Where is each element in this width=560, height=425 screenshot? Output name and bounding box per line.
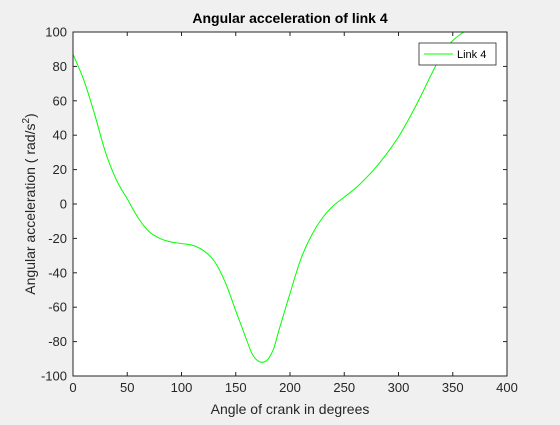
legend-box: [418, 42, 497, 66]
y-axis-label-superscript: 2: [21, 118, 32, 124]
legend-label-link-4: Link 4: [457, 49, 486, 61]
y-tick-label-1: -80: [48, 334, 67, 349]
chart-title: Angular acceleration of link 4: [192, 10, 387, 26]
y-tick-label-0: -100: [41, 369, 67, 384]
y-tick-label-10: 100: [45, 25, 67, 40]
x-tick-label-2: 100: [171, 380, 193, 395]
x-tick-label-7: 350: [442, 380, 464, 395]
plot-frame: [72, 31, 508, 377]
y-axis-label: Angular acceleration ( rad/s2): [21, 113, 38, 294]
y-axis-label-close: ): [22, 113, 38, 118]
y-axis-label-main: Angular acceleration ( rad/s: [22, 124, 38, 295]
series-line-link-4: [72, 31, 464, 363]
y-tick-label-7: 40: [53, 128, 67, 143]
y-tick-label-3: -40: [48, 265, 67, 280]
y-axis-ticks: -100 -80 -60 -40 -20 0 20 40 60 80 100: [41, 25, 507, 384]
x-tick-label-4: 200: [279, 380, 301, 395]
x-tick-label-3: 150: [225, 380, 247, 395]
y-tick-label-9: 80: [53, 59, 67, 74]
y-tick-label-4: -20: [48, 231, 67, 246]
y-tick-label-5: 0: [60, 197, 67, 212]
x-tick-label-5: 250: [333, 380, 355, 395]
y-tick-label-6: 20: [53, 162, 67, 177]
x-axis-ticks: 0 50 100 150 200 250 300 350 400: [69, 32, 518, 395]
x-tick-label-6: 300: [388, 380, 410, 395]
y-tick-label-2: -60: [48, 300, 67, 315]
x-tick-label-1: 50: [120, 380, 134, 395]
x-axis-label: Angle of crank in degrees: [211, 401, 370, 417]
x-tick-label-8: 400: [496, 380, 518, 395]
x-tick-label-0: 0: [69, 380, 76, 395]
legend: Link 4: [418, 42, 497, 66]
y-tick-label-8: 60: [53, 93, 67, 108]
plot-area: [73, 32, 507, 376]
